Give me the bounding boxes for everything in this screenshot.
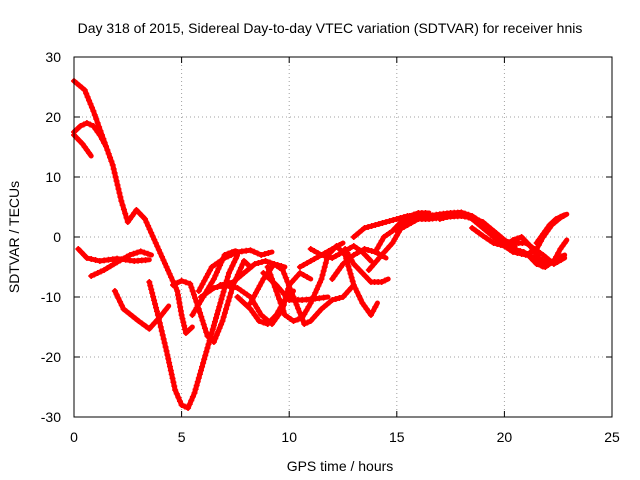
x-tick-label: 0 xyxy=(70,429,78,445)
satellite-track-13 xyxy=(234,288,297,327)
series-markers xyxy=(514,240,568,270)
satellite-track-26 xyxy=(436,211,568,267)
series-markers xyxy=(71,78,193,336)
satellite-track-20 xyxy=(342,246,391,285)
satellite-track-8 xyxy=(169,258,253,345)
satellite-track-7 xyxy=(146,252,241,411)
x-tick-label: 5 xyxy=(178,429,186,445)
series-markers xyxy=(342,246,388,285)
x-tick-label: 20 xyxy=(497,429,513,445)
y-axis-label: SDTVAR / TECUs xyxy=(6,181,22,293)
y-tick-label: 0 xyxy=(53,229,61,245)
y-tick-label: 10 xyxy=(45,169,61,185)
x-tick-label: 15 xyxy=(389,429,405,445)
x-tick-label: 25 xyxy=(604,429,620,445)
grid-lines xyxy=(74,57,612,417)
series-line xyxy=(71,78,195,336)
x-tick-label: 10 xyxy=(281,429,297,445)
y-tick-label: -20 xyxy=(41,349,61,365)
axis-ticks: 0 5 10 15 20 25 -30 -20 -10 0 10 20 30 xyxy=(41,49,620,445)
chart-title: Day 318 of 2015, Sidereal Day-to-day VTE… xyxy=(78,20,583,36)
satellite-track-4 xyxy=(75,246,152,264)
y-tick-label: 20 xyxy=(45,109,61,125)
satellite-track-10 xyxy=(195,247,275,294)
satellite-track-5 xyxy=(88,248,154,279)
satellite-track-21 xyxy=(350,213,411,240)
satellite-track-2 xyxy=(71,120,109,150)
satellite-track-29 xyxy=(514,237,570,270)
x-axis-label: GPS time / hours xyxy=(287,458,394,474)
y-tick-label: -10 xyxy=(41,289,61,305)
y-tick-label: -30 xyxy=(41,409,61,425)
series-markers xyxy=(533,213,564,246)
series-markers xyxy=(88,248,151,279)
series-markers xyxy=(195,247,272,294)
satellite-track-30 xyxy=(533,212,568,246)
y-tick-label: 30 xyxy=(45,49,61,65)
data-series xyxy=(71,78,570,411)
series-markers xyxy=(350,214,407,240)
series-markers xyxy=(372,214,418,255)
